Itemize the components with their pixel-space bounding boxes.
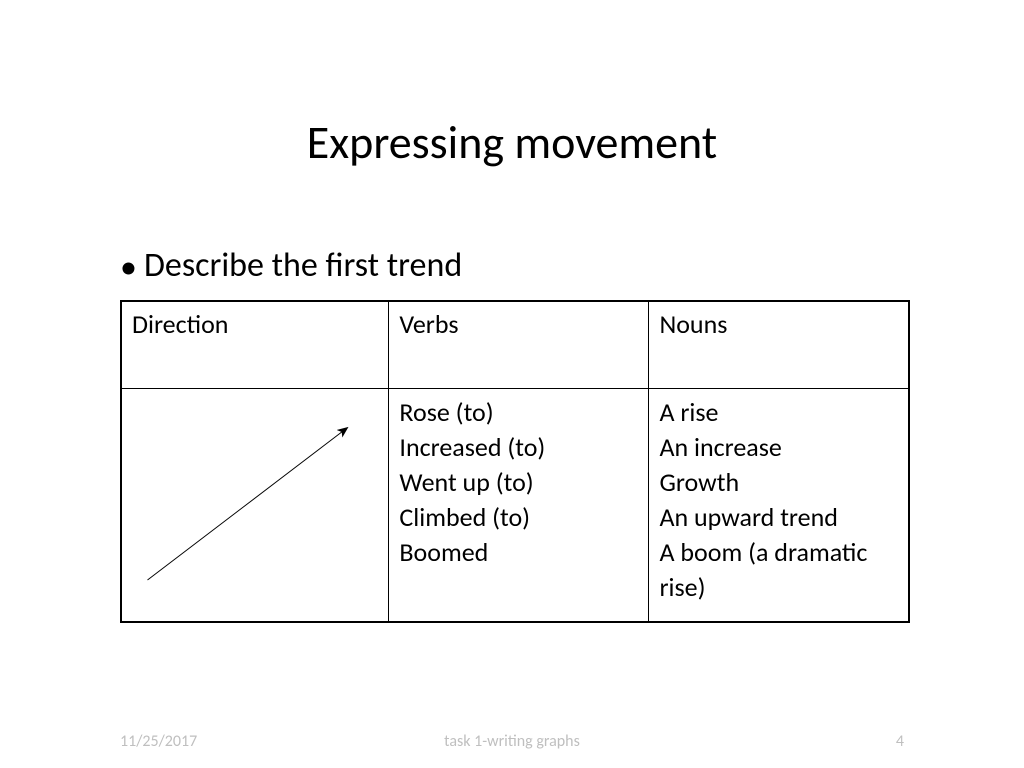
- list-item: Went up (to): [399, 465, 638, 500]
- nouns-list: A rise An increase Growth An upward tren…: [659, 395, 898, 606]
- list-item: Boomed: [399, 535, 638, 570]
- col-header-nouns: Nouns: [649, 301, 909, 389]
- list-item: An increase: [659, 430, 898, 465]
- table-header-row: Direction Verbs Nouns: [121, 301, 909, 389]
- vocab-table: Direction Verbs Nouns: [120, 300, 910, 623]
- slide-title: Expressing movement: [0, 115, 1024, 171]
- bullet-text: Describe the first trend: [144, 245, 462, 286]
- verbs-list: Rose (to) Increased (to) Went up (to) Cl…: [399, 395, 638, 570]
- bullet-item: •Describe the first trend: [120, 245, 462, 288]
- nouns-cell: A rise An increase Growth An upward tren…: [649, 389, 909, 623]
- direction-cell: [121, 389, 389, 623]
- verbs-cell: Rose (to) Increased (to) Went up (to) Cl…: [389, 389, 649, 623]
- bullet-dot: •: [120, 247, 144, 288]
- vocab-table-wrap: Direction Verbs Nouns: [120, 300, 910, 623]
- list-item: Climbed (to): [399, 500, 638, 535]
- table-row: Rose (to) Increased (to) Went up (to) Cl…: [121, 389, 909, 623]
- slide: Expressing movement •Describe the first …: [0, 0, 1024, 768]
- col-header-verbs: Verbs: [389, 301, 649, 389]
- list-item: A boom (a dramatic rise): [659, 535, 898, 605]
- list-item: A rise: [659, 395, 898, 430]
- upward-arrow-icon: [132, 409, 372, 599]
- footer-page-number: 4: [896, 732, 904, 751]
- list-item: Growth: [659, 465, 898, 500]
- col-header-direction: Direction: [121, 301, 389, 389]
- list-item: Rose (to): [399, 395, 638, 430]
- list-item: Increased (to): [399, 430, 638, 465]
- footer-center: task 1-writing graphs: [0, 732, 1024, 751]
- list-item: An upward trend: [659, 500, 898, 535]
